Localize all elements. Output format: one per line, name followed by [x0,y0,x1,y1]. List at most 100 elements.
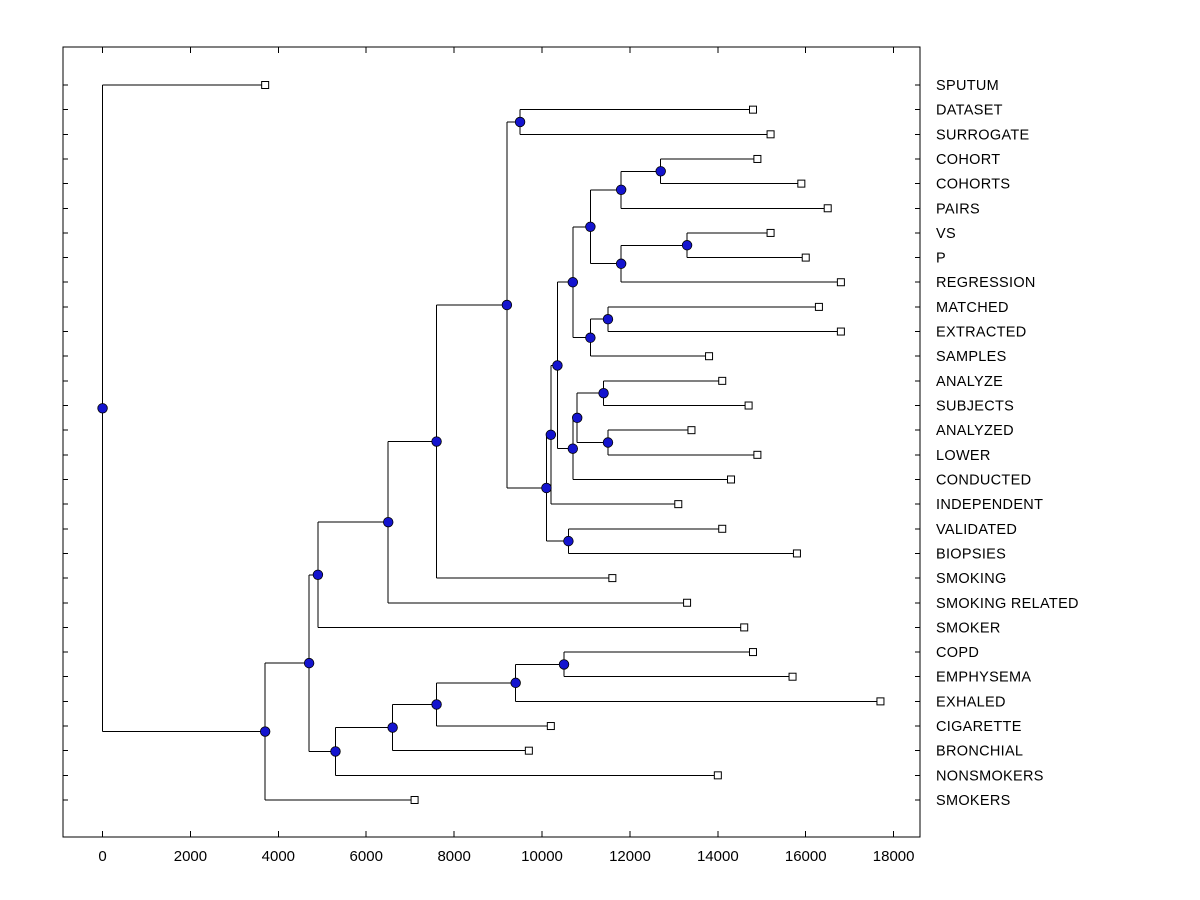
leaf-marker [718,524,727,533]
leaf-marker [836,278,845,287]
branch-node-marker [563,535,574,547]
leaf-label: P [936,251,946,267]
leaf-label: SAMPLES [936,349,1007,365]
leaf-label: CONDUCTED [936,472,1031,488]
branch-node-marker [431,699,442,710]
leaf-markers [261,81,885,804]
leaf-label: SMOKER [936,620,1001,636]
leaf-label: INDEPENDENT [936,497,1043,513]
branch-node-marker [510,677,521,689]
x-tick-label: 18000 [873,848,915,865]
leaf-marker [753,154,762,163]
branch-node-marker [303,657,315,669]
leaf-label: COHORTS [936,177,1010,193]
x-tick-label: 12000 [609,848,651,865]
leaf-label: BIOPSIES [936,546,1006,562]
leaf-marker [261,81,270,89]
leaf-label: EXHALED [936,694,1006,710]
leaf-label: SPUTUM [936,78,999,94]
leaf-label: VALIDATED [936,522,1017,538]
branch-node-marker [615,258,627,269]
leaf-marker [836,327,845,336]
branch-node-marker [259,726,271,737]
leaf-label: MATCHED [936,300,1009,316]
leaf-marker [524,746,533,755]
leaf-label: DATASET [936,103,1003,119]
branch-node-marker [383,516,394,528]
axes: 0 2000 4000 6000 8000 10000 12000 14000 16000 180… [62,46,921,865]
branch-node-marker [558,659,570,670]
leaf-label: CIGARETTE [936,719,1022,735]
branch-node-marker [431,436,442,447]
leaf-marker [727,475,736,484]
branch-node-marker [602,314,614,325]
branch-node-marker [567,443,579,454]
branch-node-marker [545,429,557,440]
leaf-label: LOWER [936,448,991,464]
branch-node-marker [567,277,579,288]
branch-node-marker [602,437,614,448]
branch-node-marker [387,722,398,733]
branch-node-marker [585,332,596,343]
branch-node-marker [655,166,666,177]
leaf-label: VS [936,226,956,242]
branch-node-marker [97,403,108,414]
leaf-marker [792,549,801,558]
leaf-label: EMPHYSEMA [936,670,1031,686]
leaf-label: ANALYZE [936,374,1003,390]
branch-node-marker [598,387,609,399]
leaf-marker [705,352,714,361]
leaf-marker [797,179,806,188]
x-tick-label: 4000 [262,848,295,865]
branch-node-marker [514,116,526,128]
leaf-label: PAIRS [936,201,980,217]
branch-node-marker [615,184,627,195]
leaf-marker [748,105,757,114]
leaf-marker [766,130,775,139]
leaf-marker [823,204,832,213]
leaf-label: REGRESSION [936,275,1036,291]
leaf-marker [410,795,419,804]
x-tick-label: 8000 [437,848,470,865]
leaf-marker [713,771,722,780]
branch-node-marker [312,569,324,580]
leaf-label: SURROGATE [936,127,1029,143]
leaf-marker [683,598,692,607]
leaf-label: BRONCHIAL [936,744,1023,760]
leaf-marker [748,648,757,657]
branch-node-marker [572,412,583,424]
leaf-marker [546,722,555,731]
x-tick-label: 14000 [697,848,739,865]
branch-node-marker [681,240,693,251]
leaf-marker [608,574,617,583]
leaf-marker [788,672,797,681]
leaf-marker [740,623,749,632]
branch-node-marker [552,360,563,371]
leaf-marker [814,302,823,311]
branch-node-marker [585,221,596,232]
leaf-label: COHORT [936,152,1000,168]
leaf-label: NONSMOKERS [936,768,1044,784]
branch-node-marker [541,482,552,494]
leaf-marker [718,376,727,385]
x-tick-label: 2000 [174,848,207,865]
x-tick-label: 10000 [521,848,563,865]
leaf-labels: SPUTUM DATASET SURROGATE COHORT COHORTS PAIRS… [936,78,1079,809]
leaf-label: SMOKING RELATED [936,596,1079,612]
branch-node-markers [97,116,693,757]
leaf-marker [687,426,696,435]
leaf-label: SMOKING [936,571,1007,587]
leaf-marker [674,500,683,509]
leaf-marker [801,253,810,262]
leaf-marker [744,401,753,410]
plot-box [62,46,921,838]
leaf-label: EXTRACTED [936,325,1027,341]
branch-node-marker [330,746,341,757]
tree-edges [102,84,881,801]
leaf-label: SUBJECTS [936,399,1014,415]
branch-node-marker [501,299,513,311]
leaf-marker [753,450,762,459]
leaf-label: COPD [936,645,979,661]
